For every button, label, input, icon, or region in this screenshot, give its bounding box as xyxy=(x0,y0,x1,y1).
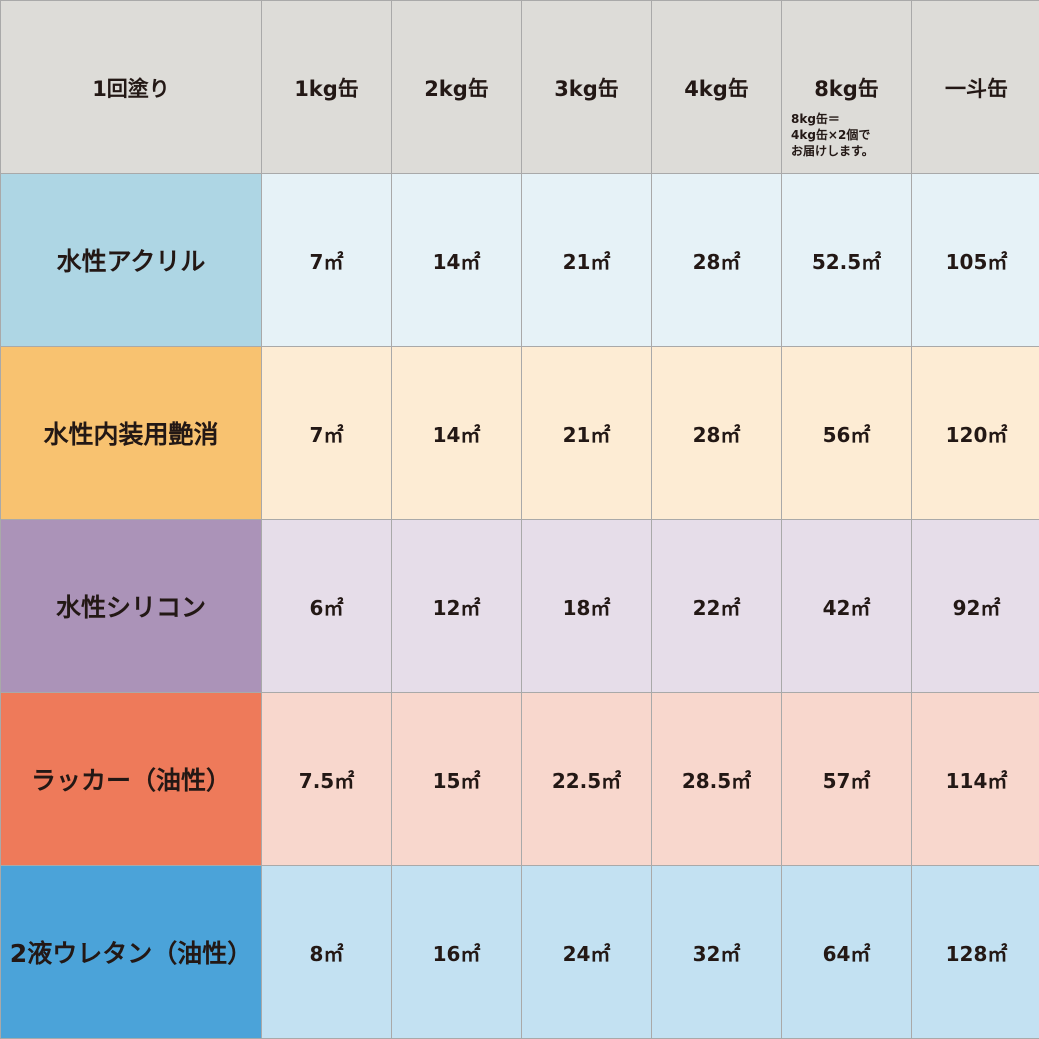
column-label: 1kg缶 xyxy=(294,77,359,101)
coverage-cell: 14㎡ xyxy=(391,346,522,520)
table-row: 水性内装用艶消 7㎡ 14㎡ 21㎡ 28㎡ 56㎡ 120㎡ xyxy=(0,346,1039,520)
column-label: 一斗缶 xyxy=(945,77,1008,101)
coverage-cell: 8㎡ xyxy=(261,865,392,1039)
header-8kg: 8kg缶 8kg缶＝ 4kg缶×2個で お届けします。 xyxy=(781,0,912,174)
column-label: 4kg缶 xyxy=(684,77,749,101)
coverage-cell: 16㎡ xyxy=(391,865,522,1039)
coverage-cell: 7㎡ xyxy=(261,346,392,520)
coverage-cell: 22㎡ xyxy=(651,519,782,693)
header-3kg: 3kg缶 xyxy=(521,0,652,174)
table-row: ラッカー（油性） 7.5㎡ 15㎡ 22.5㎡ 28.5㎡ 57㎡ 114㎡ xyxy=(0,692,1039,866)
table-row: 2液ウレタン（油性） 8㎡ 16㎡ 24㎡ 32㎡ 64㎡ 128㎡ xyxy=(0,865,1039,1039)
coverage-cell: 32㎡ xyxy=(651,865,782,1039)
coverage-cell: 12㎡ xyxy=(391,519,522,693)
column-label: 8kg缶 xyxy=(814,77,879,101)
row-label: 水性アクリル xyxy=(0,173,262,347)
coverage-cell: 42㎡ xyxy=(781,519,912,693)
coverage-cell: 28㎡ xyxy=(651,173,782,347)
coverage-cell: 92㎡ xyxy=(911,519,1039,693)
coverage-cell: 7㎡ xyxy=(261,173,392,347)
corner-label: 1回塗り xyxy=(92,77,170,101)
coverage-cell: 21㎡ xyxy=(521,346,652,520)
coverage-cell: 57㎡ xyxy=(781,692,912,866)
header-1kg: 1kg缶 xyxy=(261,0,392,174)
header-4kg: 4kg缶 xyxy=(651,0,782,174)
coverage-cell: 18㎡ xyxy=(521,519,652,693)
coverage-cell: 114㎡ xyxy=(911,692,1039,866)
coverage-cell: 22.5㎡ xyxy=(521,692,652,866)
column-label: 2kg缶 xyxy=(424,77,489,101)
header-itto: 一斗缶 xyxy=(911,0,1039,174)
coverage-cell: 52.5㎡ xyxy=(781,173,912,347)
table-row: 水性アクリル 7㎡ 14㎡ 21㎡ 28㎡ 52.5㎡ 105㎡ xyxy=(0,173,1039,347)
coverage-cell: 21㎡ xyxy=(521,173,652,347)
column-label: 3kg缶 xyxy=(554,77,619,101)
coverage-cell: 28㎡ xyxy=(651,346,782,520)
coverage-cell: 14㎡ xyxy=(391,173,522,347)
coverage-cell: 64㎡ xyxy=(781,865,912,1039)
coverage-cell: 120㎡ xyxy=(911,346,1039,520)
header-2kg: 2kg缶 xyxy=(391,0,522,174)
coverage-cell: 15㎡ xyxy=(391,692,522,866)
8kg-note: 8kg缶＝ 4kg缶×2個で お届けします。 xyxy=(791,112,874,158)
coverage-cell: 24㎡ xyxy=(521,865,652,1039)
coverage-cell: 7.5㎡ xyxy=(261,692,392,866)
row-label: 水性内装用艶消 xyxy=(0,346,262,520)
coverage-cell: 128㎡ xyxy=(911,865,1039,1039)
coverage-cell: 28.5㎡ xyxy=(651,692,782,866)
coverage-cell: 105㎡ xyxy=(911,173,1039,347)
header-corner: 1回塗り xyxy=(0,0,262,174)
row-label: ラッカー（油性） xyxy=(0,692,262,866)
coverage-cell: 6㎡ xyxy=(261,519,392,693)
row-label: 2液ウレタン（油性） xyxy=(0,865,262,1039)
header-row: 1回塗り 1kg缶 2kg缶 3kg缶 4kg缶 8kg缶 8kg缶＝ 4kg缶×… xyxy=(0,0,1039,174)
coverage-cell: 56㎡ xyxy=(781,346,912,520)
row-label: 水性シリコン xyxy=(0,519,262,693)
table-row: 水性シリコン 6㎡ 12㎡ 18㎡ 22㎡ 42㎡ 92㎡ xyxy=(0,519,1039,693)
